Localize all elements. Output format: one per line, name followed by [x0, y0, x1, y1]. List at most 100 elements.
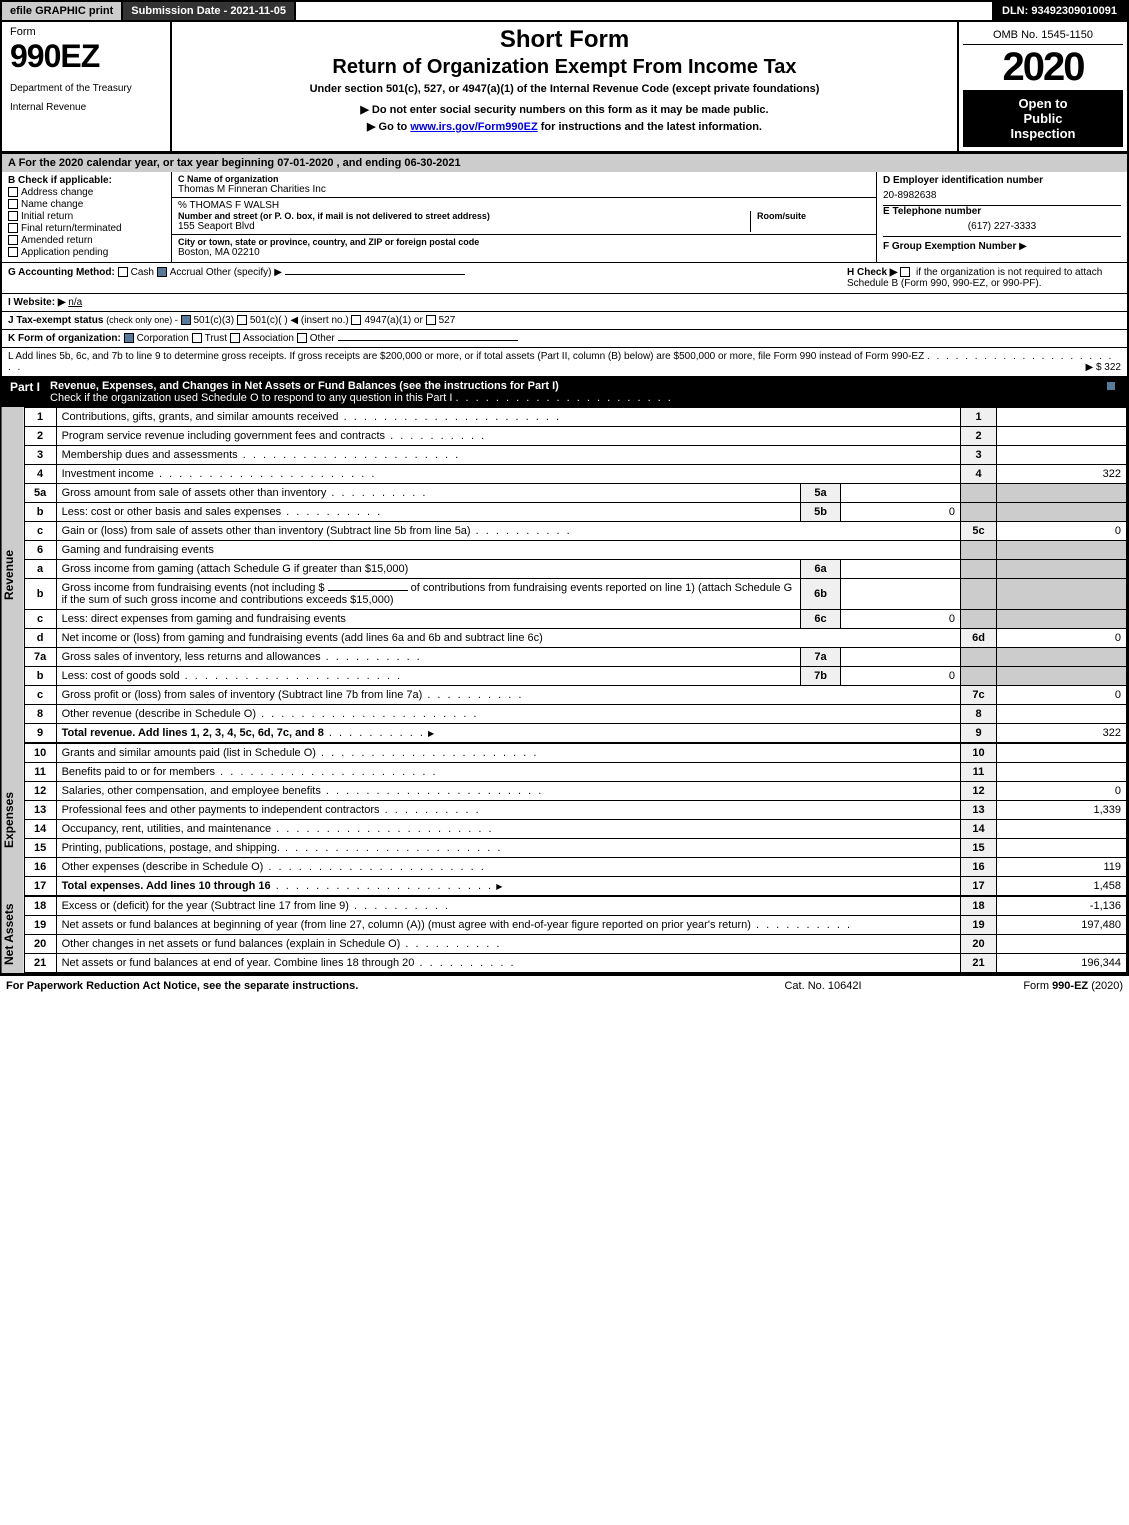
name-change-checkbox-row[interactable]: Name change [8, 199, 165, 210]
cash-checkbox[interactable] [118, 267, 128, 277]
name-change-label: Name change [21, 199, 83, 210]
irs-link[interactable]: www.irs.gov/Form990EZ [410, 121, 537, 133]
h-check-label: H Check ▶ [847, 267, 897, 278]
dots-icon [385, 430, 486, 442]
shaded-cell [961, 610, 997, 629]
dots-icon [471, 525, 572, 537]
dots-icon [400, 938, 501, 950]
association-checkbox[interactable] [230, 333, 240, 343]
line-number: 13 [24, 801, 56, 820]
goto-pre: ▶ Go to [367, 121, 410, 133]
other-specify-input[interactable] [285, 274, 465, 275]
accrual-label: Accrual [170, 267, 203, 278]
line-value [997, 820, 1127, 839]
line-10: 10Grants and similar amounts paid (list … [24, 744, 1126, 763]
shaded-cell [997, 648, 1127, 667]
cash-label: Cash [131, 267, 154, 278]
street-row: % THOMAS F WALSH Number and street (or P… [172, 198, 876, 235]
trust-checkbox[interactable] [192, 333, 202, 343]
address-change-checkbox-row[interactable]: Address change [8, 187, 165, 198]
line-6: 6Gaming and fundraising events [24, 541, 1126, 560]
other-checkbox[interactable] [297, 333, 307, 343]
amended-return-checkbox-row[interactable]: Amended return [8, 235, 165, 246]
sub-value [841, 484, 961, 503]
line-desc: Less: direct expenses from gaming and fu… [62, 613, 346, 625]
other-org-input[interactable] [338, 340, 518, 341]
trust-label: Trust [205, 333, 227, 344]
line-number: 5a [24, 484, 56, 503]
501c-checkbox[interactable] [237, 315, 247, 325]
sub-label: 6c [801, 610, 841, 629]
do-not-enter-text: ▶ Do not enter social security numbers o… [192, 103, 937, 116]
dots-icon [280, 842, 502, 854]
accrual-checkbox[interactable] [157, 267, 167, 277]
shaded-cell [997, 610, 1127, 629]
line-number: c [24, 686, 56, 705]
line-number: 8 [24, 705, 56, 724]
line-value: 1,458 [997, 877, 1127, 896]
line-desc: Gross amount from sale of assets other t… [62, 487, 327, 499]
schedule-b-checkbox[interactable] [900, 267, 910, 277]
form-reference: Form 990-EZ (2020) [923, 980, 1123, 992]
line-desc: Other changes in net assets or fund bala… [62, 938, 401, 950]
line-6c: c Less: direct expenses from gaming and f… [24, 610, 1126, 629]
line-desc: Gain or (loss) from sale of assets other… [62, 525, 471, 537]
amended-return-label: Amended return [21, 235, 93, 246]
line-ref: 14 [961, 820, 997, 839]
line-desc: Net assets or fund balances at beginning… [62, 919, 751, 931]
form-of-org-label: K Form of organization: [8, 333, 121, 344]
line-ref: 2 [961, 427, 997, 446]
line-value: 322 [997, 465, 1127, 484]
line-6d: dNet income or (loss) from gaming and fu… [24, 629, 1126, 648]
line-ref: 1 [961, 408, 997, 427]
line-desc: Contributions, gifts, grants, and simila… [62, 411, 339, 423]
arrow-icon [428, 727, 434, 739]
501c-label: 501(c)( ) ◀ (insert no.) [250, 315, 349, 326]
line-ref: 9 [961, 724, 997, 743]
tax-year-big: 2020 [963, 45, 1123, 90]
4947-checkbox[interactable] [351, 315, 361, 325]
schedule-o-checkbox[interactable] [1106, 381, 1116, 391]
line-5b: bLess: cost or other basis and sales exp… [24, 503, 1126, 522]
city-row: City or town, state or province, country… [172, 235, 876, 260]
shaded-cell [997, 484, 1127, 503]
line-ref: 4 [961, 465, 997, 484]
line-12: 12Salaries, other compensation, and empl… [24, 782, 1126, 801]
line-number: c [24, 610, 56, 629]
section-g: G Accounting Method: Cash Accrual Other … [8, 267, 841, 289]
shaded-cell [997, 667, 1127, 686]
application-pending-checkbox-row[interactable]: Application pending [8, 247, 165, 258]
open-to-public-inspection: Open to Public Inspection [963, 90, 1123, 147]
line-ref: 13 [961, 801, 997, 820]
final-return-checkbox-row[interactable]: Final return/terminated [8, 223, 165, 234]
revenue-side-label: Revenue [2, 407, 24, 743]
line-value: 1,339 [997, 801, 1127, 820]
efile-print-button[interactable]: efile GRAPHIC print [2, 2, 123, 20]
goto-post: for instructions and the latest informat… [538, 121, 762, 133]
line-value [997, 446, 1127, 465]
expenses-table: 10Grants and similar amounts paid (list … [24, 743, 1127, 896]
sub-value [841, 560, 961, 579]
org-info-grid: B Check if applicable: Address change Na… [2, 172, 1127, 263]
section-j: J Tax-exempt status (check only one) - 5… [2, 312, 1127, 330]
section-k: K Form of organization: Corporation Trus… [2, 330, 1127, 348]
section-b-title: B Check if applicable: [8, 175, 165, 186]
501c3-checkbox[interactable] [181, 315, 191, 325]
line-value: 196,344 [997, 954, 1127, 973]
submission-date-button[interactable]: Submission Date - 2021-11-05 [123, 2, 296, 20]
initial-return-checkbox-row[interactable]: Initial return [8, 211, 165, 222]
checkbox-icon [8, 247, 18, 257]
phone-value: (617) 227-3333 [883, 217, 1121, 237]
checkbox-icon [8, 223, 18, 233]
initial-return-label: Initial return [21, 211, 73, 222]
line-number: 4 [24, 465, 56, 484]
line-ref: 6d [961, 629, 997, 648]
527-checkbox[interactable] [426, 315, 436, 325]
dots-icon [349, 900, 450, 912]
contributions-input[interactable] [328, 590, 408, 591]
section-c: C Name of organization Thomas M Finneran… [172, 172, 877, 262]
line-7c: cGross profit or (loss) from sales of in… [24, 686, 1126, 705]
dots-icon [281, 506, 382, 518]
application-pending-label: Application pending [21, 247, 108, 258]
corporation-checkbox[interactable] [124, 333, 134, 343]
